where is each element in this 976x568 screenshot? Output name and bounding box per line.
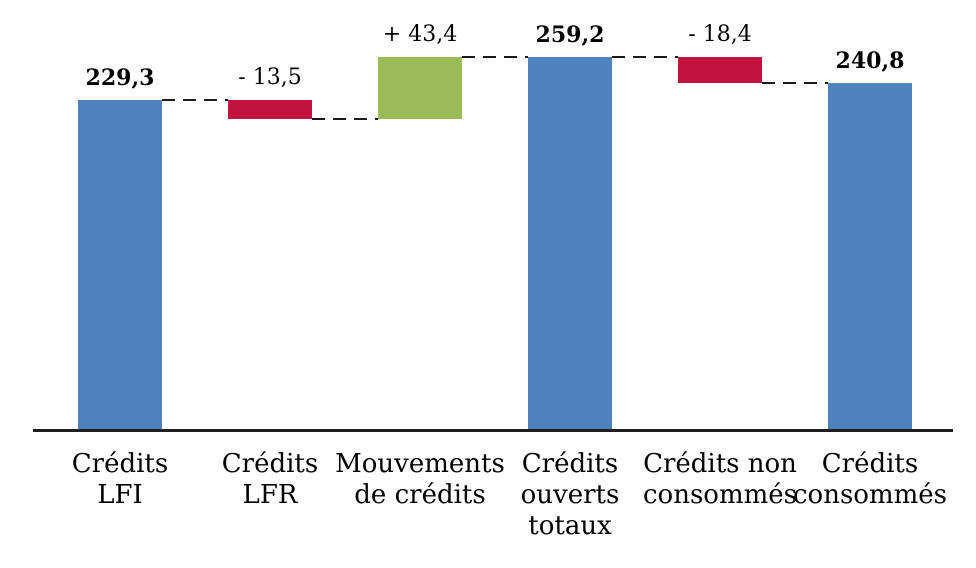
connector-dashed-line xyxy=(162,99,228,101)
category-label-mouvements-de-credits: Mouvements de crédits xyxy=(335,449,505,510)
x-axis-line xyxy=(33,429,953,432)
connector-dashed-line xyxy=(612,56,678,58)
value-label-credits-consommes: 240,8 xyxy=(835,48,905,74)
category-label-credits-lfi: Crédits LFI xyxy=(71,449,169,510)
bar-credits-lfi xyxy=(78,100,162,430)
category-label-credits-non-consommes: Crédits non consommés xyxy=(643,449,797,510)
connector-dashed-line xyxy=(312,118,378,120)
bar-mouvements-de-credits xyxy=(378,57,462,119)
connector-dashed-line xyxy=(762,82,828,84)
value-label-credits-non-consommes: - 18,4 xyxy=(688,22,752,47)
bar-credits-lfr xyxy=(228,100,312,119)
connector-dashed-line xyxy=(462,56,528,58)
category-label-credits-lfr: Crédits LFR xyxy=(221,449,319,510)
value-label-credits-ouverts-totaux: 259,2 xyxy=(535,22,605,48)
category-label-credits-ouverts-totaux: Crédits ouverts totaux xyxy=(520,449,620,541)
category-label-credits-consommes: Crédits consommés xyxy=(793,449,947,510)
bar-credits-ouverts-totaux xyxy=(528,57,612,430)
value-label-credits-lfr: - 13,5 xyxy=(238,65,302,90)
value-label-credits-lfi: 229,3 xyxy=(85,65,155,91)
bar-credits-non-consommes xyxy=(678,57,762,83)
bar-credits-consommes xyxy=(828,83,912,430)
value-label-mouvements-de-credits: + 43,4 xyxy=(382,22,458,47)
